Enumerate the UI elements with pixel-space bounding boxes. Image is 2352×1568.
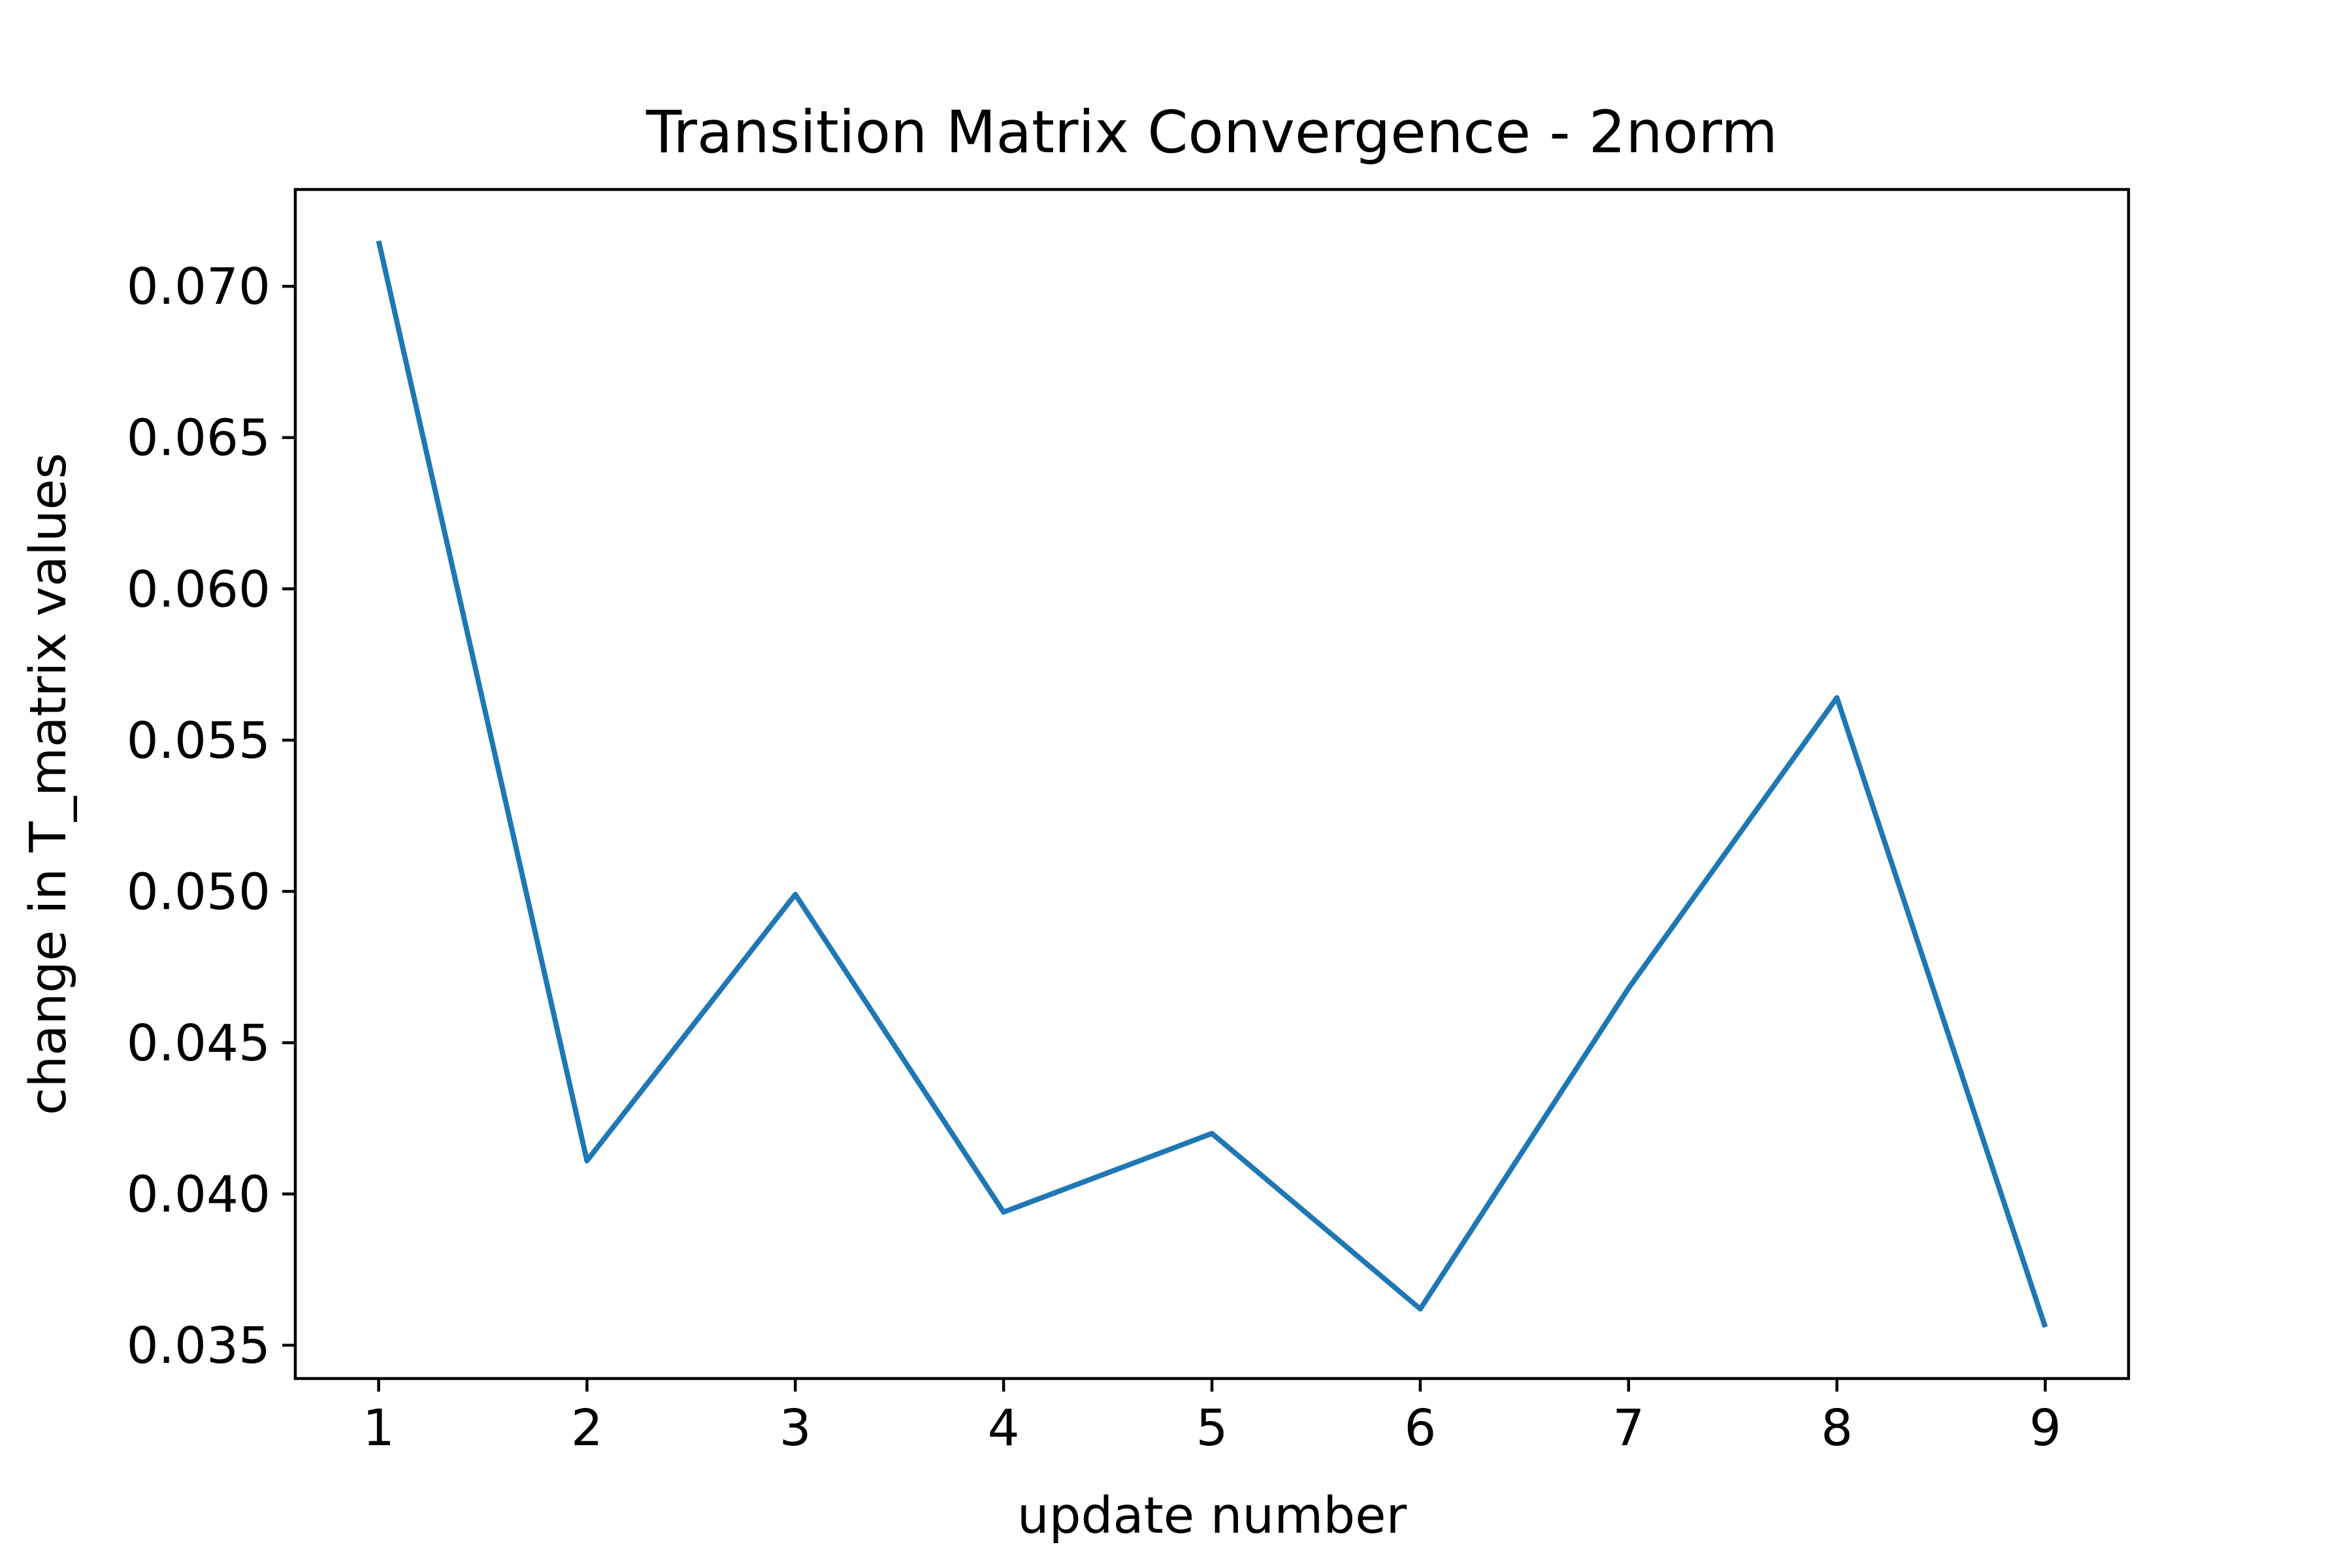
x-tick-label: 9 [2029,1399,2061,1458]
y-tick-label: 0.040 [127,1166,270,1224]
x-tick-label: 4 [988,1399,1020,1458]
data-point [1209,1131,1215,1136]
data-point [584,1158,589,1164]
y-tick-label: 0.050 [127,863,270,921]
x-axis-label: update number [1017,1487,1407,1545]
x-tick-label: 7 [1612,1399,1644,1458]
x-tick-label: 8 [1821,1399,1853,1458]
series-layer [376,238,2048,1330]
y-tick-label: 0.070 [127,258,270,316]
x-tick-label: 6 [1404,1399,1436,1458]
x-tick-label: 3 [779,1399,811,1458]
data-point [376,238,382,244]
x-tick-label: 1 [363,1399,395,1458]
y-tick-label: 0.065 [127,410,270,468]
data-point [792,892,798,897]
series-line [376,240,2048,1328]
data-point [1835,695,1840,700]
x-tick-label: 5 [1196,1399,1228,1458]
x-tick-label: 2 [571,1399,603,1458]
y-tick-label: 0.055 [127,712,270,770]
data-point [1626,986,1631,991]
y-tick-label: 0.035 [127,1317,270,1375]
data-point [1418,1306,1423,1311]
y-axis-ticks: 0.035 0.040 0.045 0.050 0.055 0.060 0.065 0.070 [127,258,295,1375]
y-axis-label: change in T_matrix values [20,453,78,1115]
y-tick-label: 0.060 [127,561,270,619]
data-point [1001,1209,1006,1215]
x-axis-ticks: 1 2 3 4 5 6 7 8 9 [363,1379,2061,1458]
data-point [2042,1324,2048,1330]
y-tick-label: 0.045 [127,1015,270,1073]
chart-title: Transition Matrix Convergence - 2norm [645,98,1778,166]
